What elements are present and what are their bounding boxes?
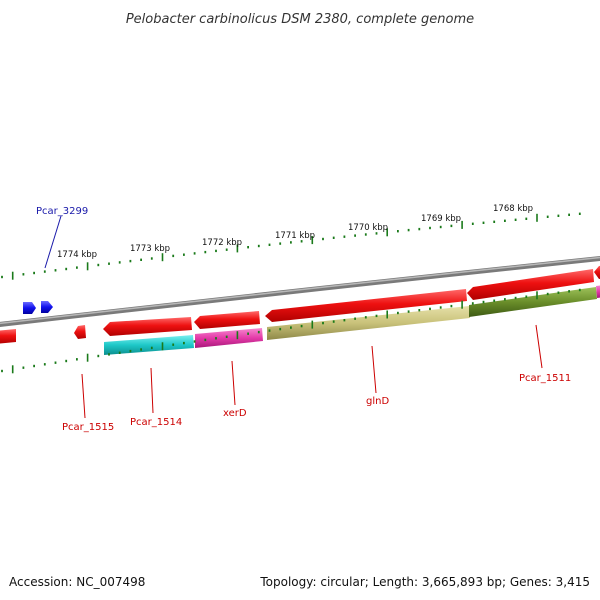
- gene-pcar-3299-arrow-2[interactable]: [41, 301, 53, 313]
- leader-xerd: [231, 360, 236, 406]
- band-pcar-1511: [469, 287, 597, 317]
- band-right-edge: [596, 285, 600, 298]
- tick-label-1774: 1774 kbp: [57, 250, 97, 260]
- gene-label-pcar-1511[interactable]: Pcar_1511: [519, 373, 571, 384]
- gene-label-pcar-1515[interactable]: Pcar_1515: [62, 422, 114, 433]
- band-glnd: [267, 306, 470, 340]
- tick-label-1769: 1769 kbp: [421, 214, 461, 224]
- tick-label-1771: 1771 kbp: [275, 231, 315, 241]
- gene-pcar-3299-arrow-1[interactable]: [23, 302, 36, 314]
- leader-pcar-1514: [150, 367, 154, 414]
- genome-backbone: [0, 256, 600, 327]
- gene-glnd[interactable]: [265, 289, 467, 322]
- tick-label-1773: 1773 kbp: [130, 244, 170, 254]
- band-xerd: [195, 328, 263, 348]
- tick-label-1768: 1768 kbp: [493, 204, 533, 214]
- gene-left-edge[interactable]: [0, 329, 16, 344]
- genome-title: Pelobacter carbinolicus DSM 2380, comple…: [126, 12, 474, 27]
- gene-pcar-1511[interactable]: [467, 269, 594, 300]
- tick-label-1772: 1772 kbp: [202, 238, 242, 248]
- gene-pcar-1515[interactable]: [74, 325, 86, 339]
- outer-tick-track: [1, 212, 581, 280]
- leader-glnd: [371, 345, 377, 394]
- gene-label-glnd[interactable]: glnD: [366, 396, 389, 407]
- leader-pcar-1511: [535, 324, 543, 369]
- gene-label-xerd[interactable]: xerD: [223, 408, 247, 419]
- leader-pcar-3299: [44, 215, 62, 269]
- gene-pcar-1514[interactable]: [103, 317, 192, 336]
- gene-label-pcar-1514[interactable]: Pcar_1514: [130, 417, 182, 428]
- gene-right-edge[interactable]: [594, 265, 600, 279]
- band-pcar-1514: [104, 335, 194, 355]
- inner-tick-track: [1, 288, 581, 374]
- gene-xerd[interactable]: [194, 311, 260, 329]
- leader-pcar-1515: [81, 373, 86, 419]
- tick-labels: 1774 kbp 1773 kbp 1772 kbp 1771 kbp 1770…: [57, 204, 533, 260]
- accession-text: Accession: NC_007498: [9, 575, 145, 589]
- tick-label-1770: 1770 kbp: [348, 223, 388, 233]
- genome-backbone-highlight: [0, 256, 600, 325]
- topology-text: Topology: circular; Length: 3,665,893 bp…: [259, 575, 590, 589]
- gene-label-pcar-3299[interactable]: Pcar_3299: [36, 206, 88, 217]
